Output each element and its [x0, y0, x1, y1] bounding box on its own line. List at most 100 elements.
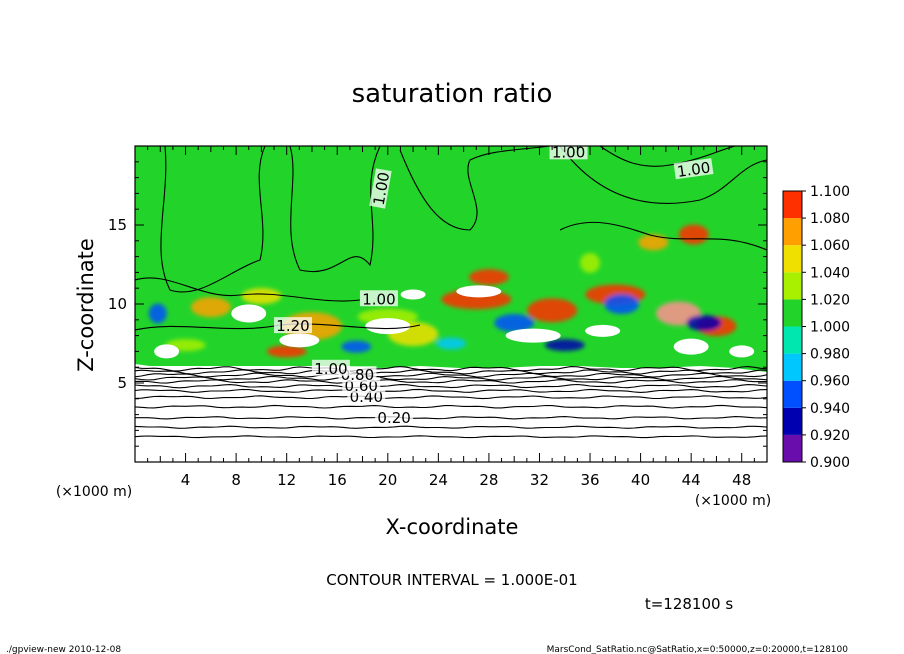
white-pocket	[456, 285, 502, 298]
field-patch	[436, 337, 466, 350]
contour-label-bg	[274, 317, 312, 334]
contour-line	[135, 372, 767, 378]
white-pocket	[279, 333, 320, 348]
contour-line	[135, 416, 767, 420]
field-patch	[604, 294, 640, 314]
white-pocket	[400, 289, 426, 300]
field-patch	[148, 303, 167, 324]
contour-label-bg	[549, 146, 588, 160]
contour-line	[559, 146, 767, 204]
x-tick-label: 12	[277, 471, 296, 489]
field-patch	[638, 234, 669, 251]
contour-line	[135, 388, 767, 393]
white-pocket	[154, 344, 180, 359]
colorbar-segment	[783, 272, 802, 300]
colorbar-segment	[783, 407, 802, 435]
x-tick-label: 4	[181, 471, 191, 489]
contour-label-bg	[673, 158, 714, 180]
colorbar-segment	[783, 245, 802, 273]
plot-area: 0.200.400.600.801.001.201.001.001.001.00	[135, 146, 767, 462]
contour-line	[135, 383, 767, 389]
x-tick-label: 32	[530, 471, 549, 489]
contour-label: 1.00	[370, 171, 394, 207]
field-patch	[468, 269, 509, 286]
white-pocket	[365, 318, 411, 335]
contour-label: 1.20	[276, 317, 309, 335]
colorbar-segment	[783, 326, 802, 354]
colorbar-label: 1.000	[810, 320, 850, 336]
x-tick-label: 36	[580, 471, 599, 489]
field-patch	[241, 288, 282, 305]
contour-line	[135, 369, 767, 375]
x-unit-right: (×1000 m)	[695, 493, 771, 509]
footer-right: MarsCond_SatRatio.nc@SatRatio,x=0:50000,…	[547, 645, 849, 654]
x-tick-label: 48	[732, 471, 751, 489]
colorbar-segment	[783, 434, 802, 462]
colorbar-segment	[783, 353, 802, 381]
contour-label: 0.20	[377, 409, 410, 427]
white-pocket	[673, 338, 709, 355]
y-axis-label: Z-coordinate	[74, 238, 98, 372]
colorbar-label: 0.920	[810, 428, 850, 444]
colorbar-label: 1.020	[810, 292, 850, 308]
contour-label: 1.00	[362, 290, 395, 308]
contour-line	[135, 395, 767, 400]
y-tick-label: 10	[108, 295, 127, 313]
colorbar-label: 1.080	[810, 211, 850, 227]
white-pocket	[729, 345, 755, 358]
field-patch	[266, 345, 307, 358]
x-tick-label: 24	[429, 471, 448, 489]
colorbar-segment	[783, 299, 802, 327]
x-tick-label: 8	[231, 471, 241, 489]
contour-line	[559, 221, 767, 251]
contour-line	[135, 366, 767, 372]
y-axis: 5 10 15	[108, 161, 767, 447]
colorbar-label: 0.960	[810, 374, 850, 390]
white-pocket	[505, 328, 561, 343]
contour-line	[135, 375, 767, 381]
x-axis: 4 8 12 16 20 24 28 32 36 40 44 48	[147, 146, 755, 489]
x-tick-label: 20	[378, 471, 397, 489]
contour-line	[135, 379, 767, 384]
colorbar-label: 1.100	[810, 184, 850, 200]
colorbar-label: 0.900	[810, 455, 850, 471]
colorbar-label: 1.060	[810, 238, 850, 254]
footer-left: ./gpview-new 2010-12-08	[6, 645, 121, 654]
colorbar-segment	[783, 218, 802, 246]
x-tick-label: 28	[479, 471, 498, 489]
field-patch	[527, 298, 578, 323]
contour-line	[599, 146, 736, 167]
contour-label: 1.00	[676, 158, 712, 180]
contour-label: 1.00	[314, 360, 347, 378]
contour-line	[135, 425, 767, 429]
colorbar-label: 1.040	[810, 265, 850, 281]
field-patch	[494, 313, 535, 332]
x-unit-left: (×1000 m)	[56, 484, 132, 500]
colorbar-label: 0.980	[810, 347, 850, 363]
white-pockets	[154, 285, 755, 359]
y-tick-label: 15	[108, 216, 127, 234]
chart-title: saturation ratio	[352, 79, 553, 109]
field-patch	[341, 340, 372, 353]
x-tick-label: 16	[328, 471, 347, 489]
colorbar: 0.900 0.920 0.940 0.960 0.980 1.000 1.020 1.040…	[782, 184, 850, 471]
contour-line	[135, 277, 361, 302]
field-patch	[190, 297, 231, 318]
y-tick-label: 5	[117, 374, 127, 392]
white-pocket	[231, 304, 267, 323]
field-patch	[580, 252, 601, 273]
colorbar-label: 0.940	[810, 401, 850, 417]
x-tick-label: 40	[631, 471, 650, 489]
contours	[135, 146, 767, 439]
field-patch	[686, 314, 722, 331]
x-tick-label: 44	[682, 471, 701, 489]
contour-line	[399, 146, 551, 231]
contour-label-bg	[369, 168, 392, 209]
contour-labels: 0.200.400.600.801.001.201.001.001.001.00	[274, 146, 714, 427]
contour-label-bg	[311, 359, 350, 376]
contour-line	[160, 146, 266, 293]
x-axis-label: X-coordinate	[386, 515, 519, 539]
field-patch	[544, 339, 585, 352]
colorbar-segment	[783, 380, 802, 408]
